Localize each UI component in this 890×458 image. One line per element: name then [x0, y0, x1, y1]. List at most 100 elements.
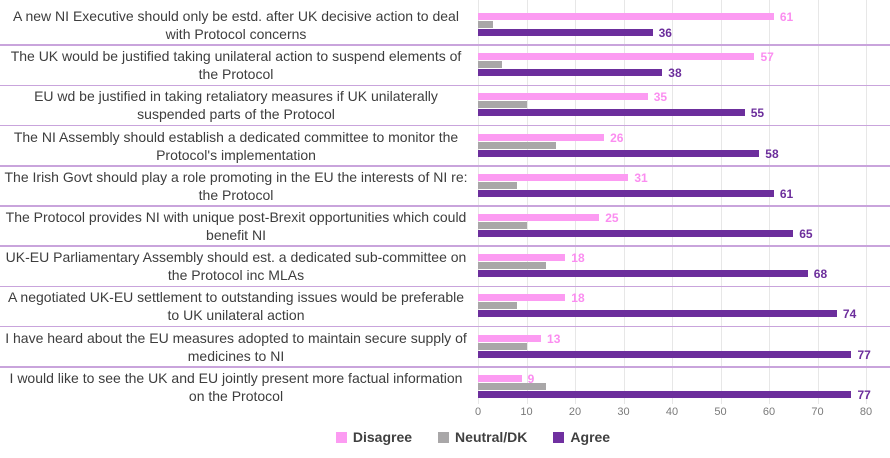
chart-row: The UK would be justified taking unilate… — [0, 45, 890, 85]
gridline-10 — [526, 0, 528, 404]
category-label: A negotiated UK-EU settlement to outstan… — [7, 289, 465, 324]
gridline-20 — [575, 0, 576, 404]
bar-neutral-dk — [478, 21, 493, 28]
bar-neutral-dk — [478, 342, 527, 350]
category-label: A new NI Executive should only be estd. … — [13, 8, 459, 43]
bar-value-label: 58 — [765, 146, 779, 161]
x-axis-tick-0: 0 — [474, 406, 482, 418]
row-separator — [0, 205, 890, 207]
row-plot-area: 57 38 — [478, 45, 890, 85]
bar-value-label: 25 — [605, 211, 619, 225]
category-label: I would like to see the UK and EU jointl… — [9, 369, 463, 404]
row-plot-area: 18 74 — [478, 286, 890, 326]
bar-agree: 68 — [478, 267, 827, 281]
bar-neutral-dk — [478, 222, 527, 229]
row-plot-area: 26 58 — [478, 126, 890, 166]
bar-value-label: 61 — [779, 10, 794, 24]
bar-neutral-dk — [478, 302, 517, 310]
bar-agree: 61 — [478, 187, 793, 201]
chart-row: I would like to see the UK and EU jointl… — [0, 367, 890, 407]
bar-value-label: 18 — [571, 291, 585, 306]
bar-value-label: 13 — [547, 331, 561, 346]
x-axis-tick-20: 20 — [568, 406, 582, 418]
chart-row: The NI Assembly should establish a dedic… — [0, 126, 890, 166]
bar-disagree: 61 — [478, 10, 793, 24]
bar-disagree: 18 — [478, 291, 585, 305]
bar-disagree: 18 — [478, 251, 585, 265]
bar-value-label: 36 — [658, 26, 672, 40]
chart-row: The Irish Govt should play a role promot… — [0, 166, 890, 206]
bar-neutral-dk — [478, 382, 546, 390]
row-plot-area: 61 36 — [478, 5, 890, 45]
bar-disagree: 35 — [478, 90, 667, 104]
legend-label: Neutral/DK — [455, 429, 528, 445]
bar-value-label: 55 — [750, 106, 765, 121]
gridline-70 — [817, 0, 819, 404]
row-separator — [0, 44, 890, 46]
row-separator — [0, 245, 890, 247]
legend-swatch-icon — [553, 431, 565, 443]
category-label: I have heard about the EU measures adopt… — [5, 329, 467, 364]
bar-value-label: 31 — [634, 170, 648, 185]
row-plot-area: 9 77 — [478, 367, 890, 407]
gridline-80 — [866, 0, 867, 404]
bar-agree: 74 — [478, 307, 856, 321]
legend-item-disagree: Disagree — [335, 429, 413, 445]
bar-value-label: 18 — [571, 251, 585, 266]
bar-value-label: 26 — [610, 130, 624, 145]
gridline-30 — [623, 0, 625, 404]
legend-item-agree: Agree — [553, 429, 610, 445]
x-axis-tick-10: 10 — [520, 406, 533, 418]
bar-neutral-dk — [478, 101, 527, 109]
category-label: EU wd be justified in taking retaliatory… — [34, 88, 438, 123]
x-axis-tick-80: 80 — [859, 406, 873, 418]
bar-value-label: 68 — [813, 267, 828, 282]
row-plot-area: 31 61 — [478, 166, 890, 206]
bar-disagree: 31 — [478, 171, 648, 185]
bar-neutral-dk — [478, 262, 546, 270]
bar-disagree: 57 — [478, 50, 774, 64]
gridline-40 — [672, 0, 673, 404]
row-plot-area: 18 68 — [478, 246, 890, 286]
legend-label: Agree — [570, 429, 611, 445]
row-plot-area: 35 55 — [478, 85, 890, 125]
gridline-50 — [720, 0, 722, 404]
x-axis-tick-30: 30 — [617, 406, 630, 418]
x-axis-tick-50: 50 — [714, 406, 727, 418]
bar-agree: 77 — [478, 348, 871, 362]
category-label: UK-EU Parliamentary Assembly should est.… — [5, 249, 467, 284]
bar-agree: 38 — [478, 66, 682, 80]
chart-row: I have heard about the EU measures adopt… — [0, 327, 890, 367]
bar-value-label: 77 — [857, 387, 871, 402]
x-axis-tick-60: 60 — [762, 406, 776, 418]
bar-neutral-dk — [478, 181, 517, 189]
category-label: The Protocol provides NI with unique pos… — [5, 209, 467, 244]
bar-agree: 55 — [478, 106, 764, 120]
row-separator — [0, 366, 890, 368]
chart-row: A new NI Executive should only be estd. … — [0, 5, 890, 45]
bar-disagree: 25 — [478, 211, 619, 225]
bar-neutral-dk — [478, 61, 503, 69]
row-separator — [0, 124, 890, 127]
row-plot-area: 25 65 — [478, 206, 890, 246]
legend-swatch-icon — [335, 431, 347, 443]
bar-value-label: 74 — [842, 307, 857, 322]
bar-value-label: 38 — [668, 66, 682, 81]
bar-value-label: 35 — [653, 90, 668, 105]
bar-agree: 77 — [478, 388, 871, 402]
legend-label: Disagree — [352, 429, 413, 445]
x-axis-tick-40: 40 — [665, 406, 679, 418]
gridline-0 — [478, 0, 479, 404]
x-axis-tick-70: 70 — [811, 406, 824, 418]
row-separator — [0, 165, 890, 167]
row-separator — [0, 325, 890, 328]
bar-value-label: 57 — [760, 50, 774, 65]
legend-swatch-icon — [438, 431, 450, 443]
chart-row: The Protocol provides NI with unique pos… — [0, 206, 890, 246]
bar-agree: 58 — [478, 147, 779, 161]
bar-disagree: 9 — [478, 372, 534, 386]
chart-legend: Disagree Neutral/DK Agree — [28, 429, 890, 445]
row-plot-area: 13 77 — [478, 327, 890, 367]
bar-value-label: 61 — [779, 186, 794, 201]
